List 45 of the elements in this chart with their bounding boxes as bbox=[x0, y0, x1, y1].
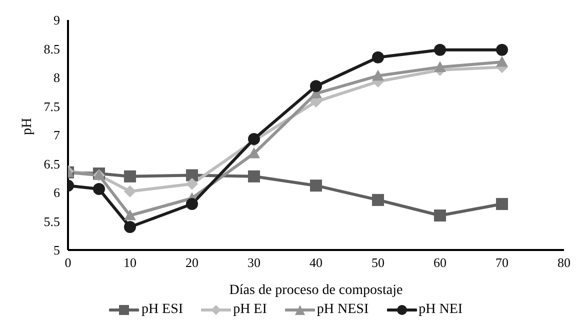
y-tick-label: 8 bbox=[54, 70, 60, 86]
x-tick-label: 60 bbox=[434, 255, 446, 270]
x-tick-label: 10 bbox=[124, 255, 136, 270]
point bbox=[434, 61, 446, 72]
point bbox=[372, 51, 384, 64]
legend-label: pH NESI bbox=[316, 302, 369, 318]
x-axis-title: Días de proceso de compostaje bbox=[229, 283, 403, 298]
point bbox=[186, 178, 198, 190]
y-tick-label: 9 bbox=[54, 12, 60, 28]
point bbox=[434, 44, 446, 56]
x-tick-label: 40 bbox=[310, 255, 322, 270]
point bbox=[124, 221, 136, 233]
point bbox=[248, 170, 260, 182]
y-axis-title: pH bbox=[20, 118, 35, 135]
point bbox=[186, 169, 198, 182]
point bbox=[496, 44, 508, 56]
y-tick-label: 5 bbox=[54, 242, 60, 258]
point bbox=[186, 198, 198, 210]
y-tick-label: 7 bbox=[54, 128, 60, 143]
point bbox=[124, 170, 136, 182]
point bbox=[310, 80, 322, 92]
point bbox=[93, 183, 105, 196]
y-tick-label: 6 bbox=[54, 185, 60, 200]
point bbox=[124, 185, 136, 198]
x-tick-label: 30 bbox=[248, 255, 260, 270]
legend-label: pH EI bbox=[233, 302, 267, 318]
x-tick-label: 50 bbox=[372, 255, 384, 270]
x-tick-label: 20 bbox=[186, 255, 198, 270]
y-tick-label: 6.5 bbox=[44, 156, 60, 172]
x-tick-label: 80 bbox=[558, 255, 570, 270]
x-tick-label: 70 bbox=[496, 255, 508, 270]
y-tick-label: 8.5 bbox=[44, 41, 60, 56]
point bbox=[310, 180, 322, 192]
point bbox=[372, 70, 384, 81]
y-tick-label: 5.5 bbox=[44, 214, 60, 229]
point bbox=[248, 147, 260, 158]
x-tick-label: 0 bbox=[64, 255, 72, 270]
point bbox=[124, 210, 136, 220]
legend-label: pH NEI bbox=[418, 302, 463, 318]
y-tick-label: 7.5 bbox=[44, 98, 60, 114]
point bbox=[372, 194, 384, 206]
point bbox=[496, 198, 508, 210]
legend-label: pH ESI bbox=[141, 302, 184, 318]
point bbox=[434, 210, 446, 222]
point bbox=[496, 56, 508, 67]
